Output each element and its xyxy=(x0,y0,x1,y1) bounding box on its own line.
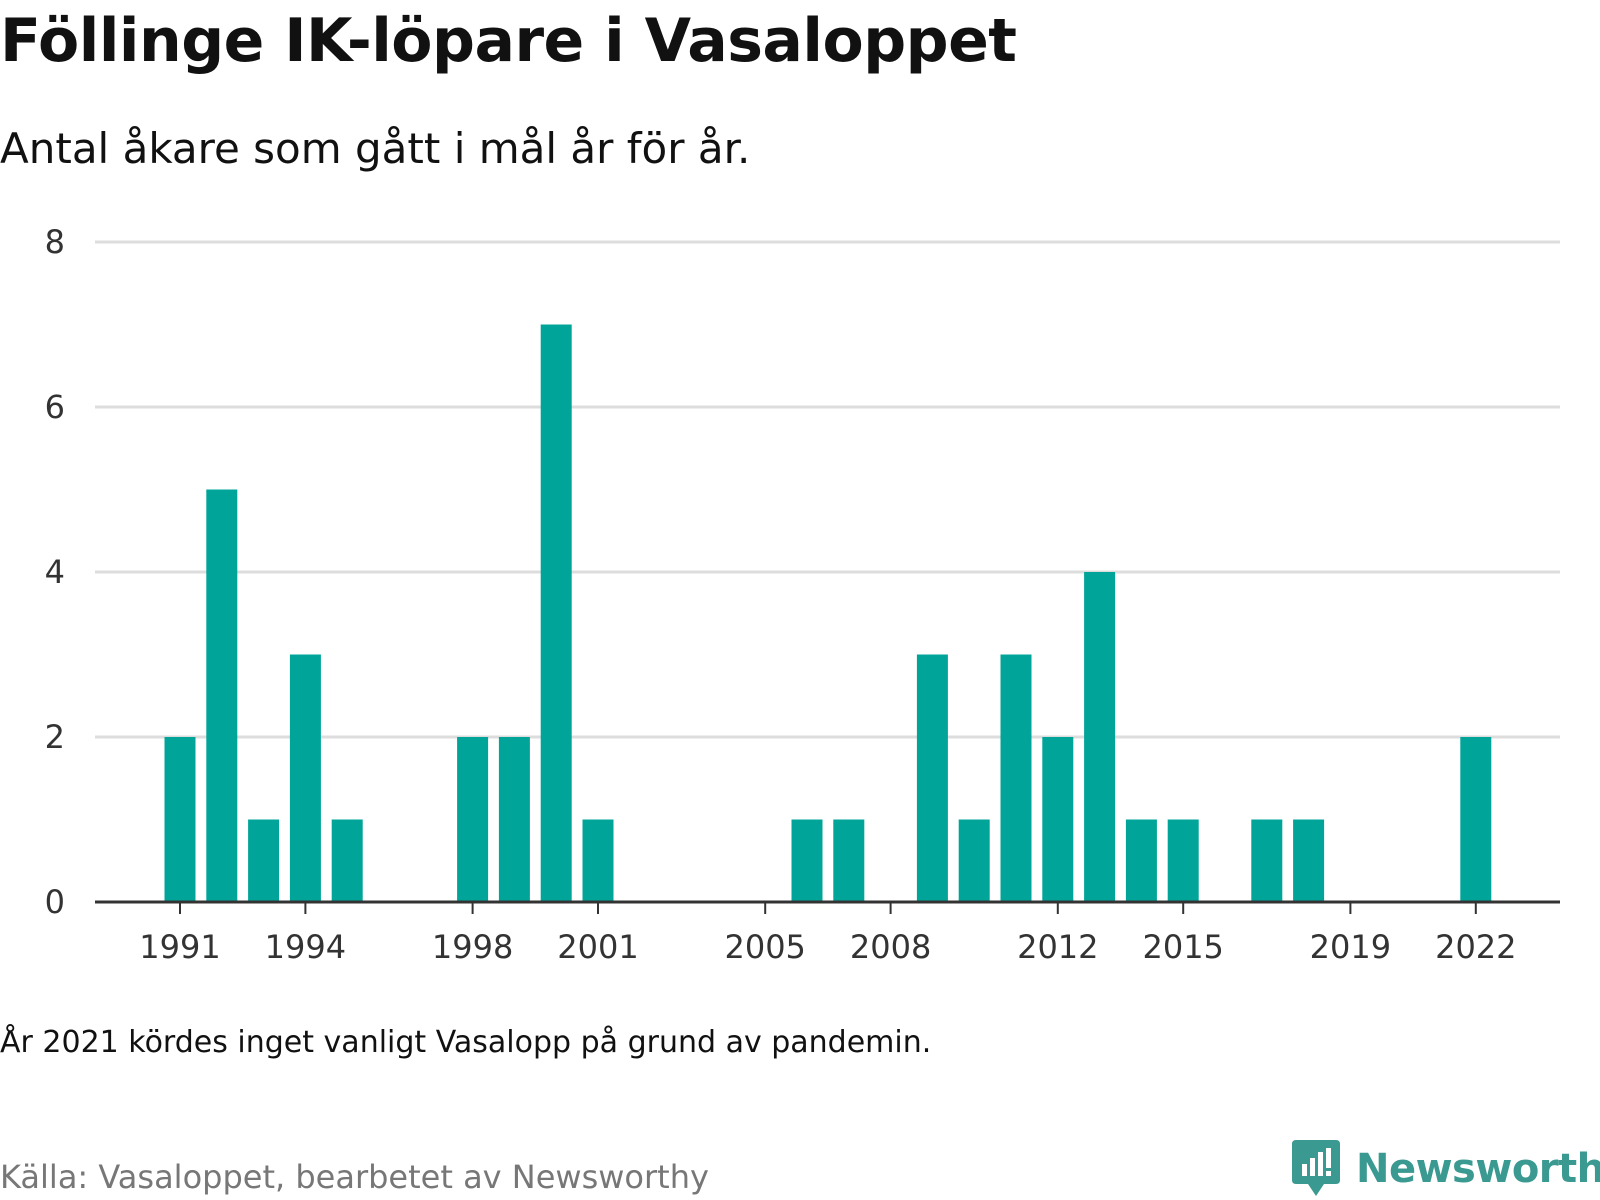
bar-2014 xyxy=(1125,819,1157,902)
bar-1999 xyxy=(498,737,530,902)
bar-2011 xyxy=(1000,654,1032,902)
bar-1994 xyxy=(289,654,321,902)
bars xyxy=(164,324,1492,902)
bar-2015 xyxy=(1167,819,1199,902)
x-tick-label: 1998 xyxy=(432,928,513,966)
bar-2012 xyxy=(1042,737,1074,902)
source-credit: Källa: Vasaloppet, bearbetet av Newswort… xyxy=(0,1158,709,1196)
bar-1992 xyxy=(206,489,238,902)
bar-chart: 0 2 4 6 8 1991 1994 1998 2001 2005 2008 2012 2015 20… xyxy=(45,223,1560,966)
x-tick-label: 1994 xyxy=(265,928,346,966)
chart-title: Föllinge IK-löpare i Vasaloppet xyxy=(0,6,1017,76)
chart-subtitle: Antal åkare som gått i mål år för år. xyxy=(0,124,751,173)
x-tick-label: 2008 xyxy=(850,928,931,966)
bar-2007 xyxy=(833,819,865,902)
chart-note: År 2021 kördes inget vanligt Vasalopp på… xyxy=(0,1025,932,1060)
x-axis: 1991 1994 1998 2001 2005 2008 2012 2015 2019 2022 xyxy=(95,900,1560,966)
x-tick-label: 2022 xyxy=(1435,928,1516,966)
bar-2001 xyxy=(582,819,614,902)
y-axis-ticks: 0 2 4 6 8 xyxy=(45,223,65,921)
x-tick-label: 2019 xyxy=(1310,928,1391,966)
gridlines xyxy=(95,240,1560,739)
bar-2000 xyxy=(540,324,572,902)
y-tick-label: 6 xyxy=(45,388,65,426)
bar-1993 xyxy=(248,819,280,902)
bar-1995 xyxy=(331,819,363,902)
bar-2009 xyxy=(916,654,948,902)
bar-1998 xyxy=(457,737,489,902)
x-tick-label: 1991 xyxy=(139,928,220,966)
y-tick-label: 8 xyxy=(45,223,65,261)
y-tick-label: 4 xyxy=(45,553,65,591)
newsworthy-logo-text: Newsworthy xyxy=(1356,1146,1600,1192)
y-tick-label: 2 xyxy=(45,718,65,756)
newsworthy-logo-icon xyxy=(1292,1140,1340,1196)
y-tick-label: 0 xyxy=(45,883,65,921)
newsworthy-logo: Newsworthy xyxy=(1290,1138,1600,1200)
bar-2006 xyxy=(791,819,823,902)
x-tick-label: 2001 xyxy=(557,928,638,966)
x-tick-label: 2005 xyxy=(724,928,805,966)
bar-2013 xyxy=(1084,572,1116,902)
bar-2022 xyxy=(1460,737,1492,902)
x-tick-label: 2015 xyxy=(1142,928,1223,966)
bar-1991 xyxy=(164,737,196,902)
x-tick-label: 2012 xyxy=(1017,928,1098,966)
bar-2017 xyxy=(1251,819,1283,902)
bar-2018 xyxy=(1293,819,1325,902)
bar-2010 xyxy=(958,819,990,902)
